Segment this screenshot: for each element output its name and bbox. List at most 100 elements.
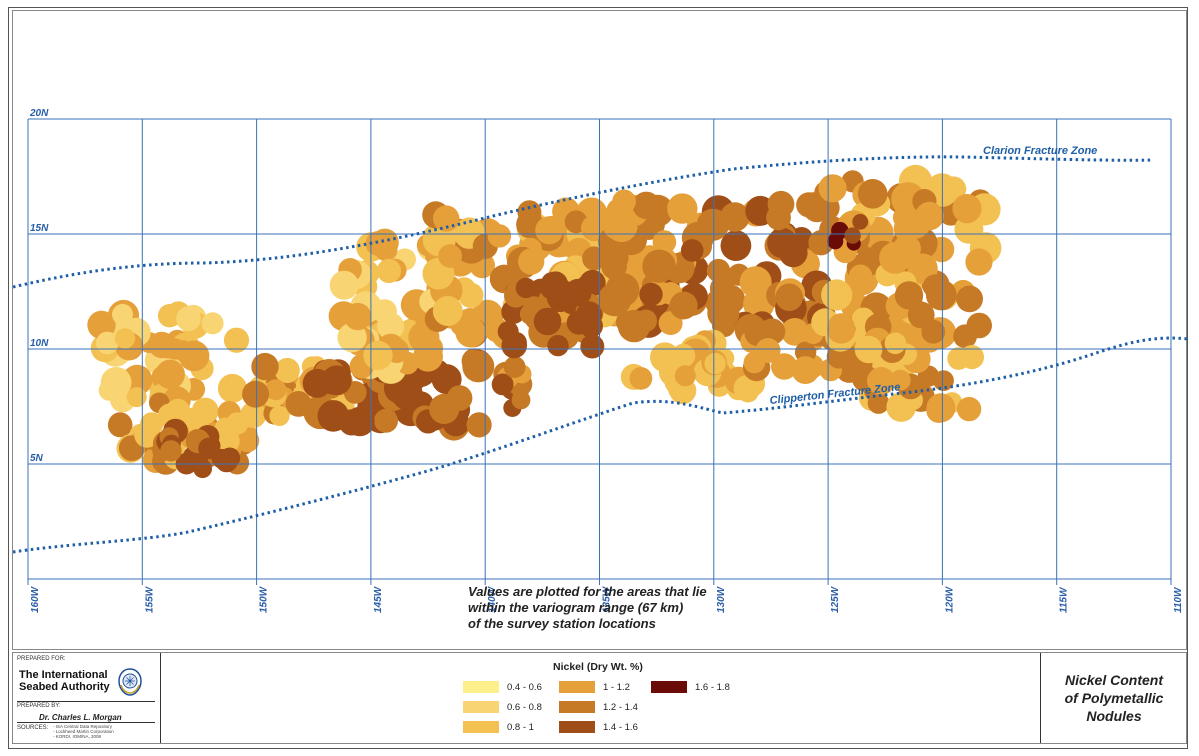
nickel-area-patch — [497, 321, 519, 343]
nickel-area-patch — [921, 319, 946, 344]
legend-label: 1 - 1.2 — [603, 681, 630, 693]
map-caption: Values are plotted for the areas that li… — [468, 584, 768, 632]
longitude-label: 110W — [1173, 586, 1184, 613]
longitude-label: 150W — [259, 585, 270, 613]
nickel-area-patch — [828, 232, 842, 246]
nickel-area-patch — [160, 440, 182, 462]
caption-line-2: within the variogram range (67 km) — [468, 600, 684, 615]
nickel-area-patch — [265, 379, 287, 401]
nickel-area-patch — [371, 228, 399, 257]
legend-item-1: 0.6 - 0.8 — [463, 701, 542, 713]
nickel-area-patch — [667, 193, 698, 224]
prepared-by-label: PREPARED BY: — [17, 703, 61, 709]
nickel-area-patch — [491, 373, 514, 396]
nickel-area-patch — [242, 380, 270, 408]
longitude-label: 120W — [944, 585, 955, 613]
nickel-area-patch — [462, 350, 495, 383]
nickel-area-patch — [733, 375, 760, 402]
nickel-area-patch — [612, 189, 636, 214]
nickel-area-patch — [923, 274, 947, 299]
nickel-area-patch — [926, 393, 956, 423]
nickel-area-patch — [775, 283, 803, 312]
nickel-area-patch — [214, 428, 240, 454]
credits-panel: PREPARED FOR: The International Seabed A… — [13, 653, 161, 743]
nickel-area-patch — [114, 328, 136, 349]
latitude-label: 10N — [30, 338, 49, 349]
longitude-label: 155W — [144, 585, 155, 613]
organization-line-1: The International — [19, 669, 108, 681]
nickel-value-areas — [87, 164, 1002, 479]
nickel-area-patch — [547, 334, 569, 357]
nickel-area-patch — [940, 176, 967, 202]
prepared-by-name: Dr. Charles L. Morgan — [39, 713, 122, 722]
latitude-label: 20N — [29, 108, 49, 119]
legend-title: Nickel (Dry Wt. %) — [553, 661, 643, 673]
nickel-area-patch — [580, 334, 605, 359]
nickel-area-patch — [639, 282, 663, 307]
nickel-area-patch — [706, 258, 731, 283]
legend-label: 1.4 - 1.6 — [603, 721, 638, 733]
nickel-area-patch — [720, 230, 752, 261]
nickel-area-patch — [848, 264, 873, 289]
nickel-area-patch — [632, 191, 661, 220]
legend-item-3: 1 - 1.2 — [559, 681, 630, 693]
lat-lon-grid — [27, 118, 1172, 585]
nickel-content-map: Clarion Fracture Zone Clipperton Fractur… — [13, 108, 1188, 613]
caption-line-3: of the survey station locations — [468, 616, 656, 631]
nickel-area-patch — [503, 356, 526, 378]
nickel-area-patch — [455, 317, 486, 348]
isa-seal-icon — [118, 668, 142, 696]
nickel-area-patch — [564, 278, 592, 307]
title-block: PREPARED FOR: The International Seabed A… — [12, 652, 1187, 744]
nickel-area-patch — [329, 270, 359, 300]
nickel-area-patch — [487, 224, 512, 248]
legend-item-6: 1.6 - 1.8 — [651, 681, 730, 693]
nickel-area-patch — [602, 211, 631, 240]
map-title-line-3: Nodules — [1086, 708, 1142, 724]
nickel-area-patch — [223, 327, 250, 353]
title-panel: Nickel Content of Polymetallic Nodules — [1040, 653, 1186, 743]
legend-swatch — [559, 721, 595, 733]
nickel-area-patch — [576, 301, 603, 328]
nickel-area-patch — [652, 230, 677, 254]
nickel-area-patch — [818, 174, 847, 203]
longitude-label: 130W — [716, 585, 727, 613]
nickel-area-patch — [791, 356, 820, 384]
caption-line-1: Values are plotted for the areas that li… — [468, 584, 707, 599]
nickel-area-patch — [867, 367, 895, 395]
nickel-area-patch — [518, 248, 545, 275]
legend-item-4: 1.2 - 1.4 — [559, 701, 638, 713]
organization-line-2: Seabed Authority — [19, 681, 110, 693]
nickel-area-patch — [217, 373, 247, 403]
nickel-area-patch — [535, 216, 564, 245]
legend-label: 1.6 - 1.8 — [695, 681, 730, 693]
nickel-area-patch — [376, 258, 401, 283]
nickel-area-patch — [642, 249, 676, 283]
nickel-area-patch — [605, 272, 640, 307]
nickel-area-patch — [808, 230, 834, 256]
nickel-area-patch — [758, 318, 786, 345]
nickel-area-patch — [696, 208, 730, 241]
legend-item-0: 0.4 - 0.6 — [463, 681, 542, 693]
nickel-area-patch — [674, 365, 696, 387]
nickel-area-patch — [458, 282, 484, 308]
nickel-area-patch — [432, 296, 463, 326]
nickel-area-patch — [857, 179, 888, 209]
nickel-area-patch — [886, 392, 916, 422]
nickel-area-patch — [966, 312, 992, 339]
legend-swatch — [463, 701, 499, 713]
nickel-area-patch — [321, 365, 352, 396]
nickel-area-patch — [767, 227, 798, 259]
nickel-area-patch — [884, 332, 907, 355]
nickel-area-patch — [739, 266, 772, 299]
nickel-area-patch — [600, 243, 629, 272]
nickel-area-patch — [374, 408, 398, 433]
nickel-area-patch — [634, 309, 657, 333]
nickel-area-patch — [363, 340, 393, 371]
nickel-area-patch — [933, 370, 954, 391]
map-title-line-1: Nickel Content — [1064, 672, 1163, 688]
latitude-label: 15N — [30, 223, 49, 234]
nickel-area-patch — [269, 405, 290, 426]
nickel-area-patch — [429, 393, 460, 424]
source-item: - Lockheed Martin Corporation — [53, 729, 114, 734]
